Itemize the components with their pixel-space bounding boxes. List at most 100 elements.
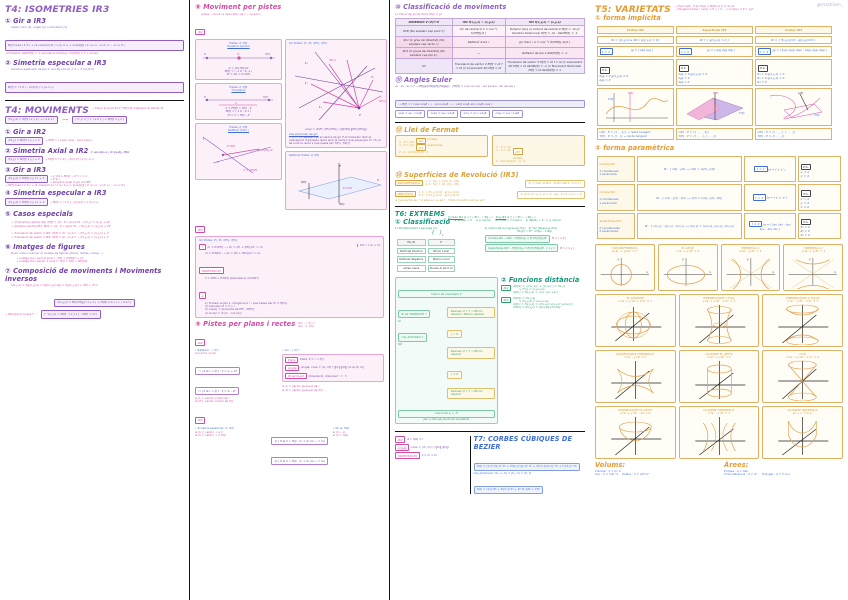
b7-t2: IR3 : π, f(π) [298, 325, 315, 329]
q3-name-0: PARABOLOIDE EL·LÍPTIC [618, 408, 653, 413]
plot-hyp2: xy [788, 257, 838, 290]
volums-title: Volums: [595, 461, 626, 470]
svg-text:f(P₂): f(P₂) [379, 99, 386, 103]
implicit-table: Corbes IR2 Superfícies IR3 Corbes IR3 W … [595, 24, 834, 141]
gir-r3-pistes-box: Gir Pistes: P₁, P₂, f(P₁), f(P₂) r n⃗₁ =… [195, 236, 384, 318]
pistes-simetria-central-box: Pistes: P, f(P) Simetria central P Q f(P… [195, 38, 282, 80]
title-moviments: T4: MOVIMENTS [5, 104, 89, 116]
parametric-table: Corbes IR2 1 coordenada 1 paràmetre W : … [595, 154, 843, 241]
bezier-eq: B(t) = (1-t)³/(1-t)³ P₀ + 3t(1-t)²/(1-t)… [473, 462, 581, 471]
b7-sym-label: • Simetria especular: π, f(π) [195, 426, 235, 430]
mt-2-1: Proves el punt 3) [427, 265, 455, 272]
conic-name-3: HIPÈRBOLA 2 [803, 246, 823, 251]
par-dim-2: t = 2 [749, 220, 763, 228]
section-llei-fermat: ⑫ Llei de Fermat [395, 125, 459, 134]
b7-g1: ⊛ v⃗₁ ⊥ Δ [332, 431, 345, 435]
q3-name-1: CILINDRE HIPERBÒLIC [703, 408, 735, 413]
fermat-l-eq3: v⃗ · u⃗ - 2⟨u⃗,v⃗⟩/⟨v⃗,v⃗⟩ · v⃗ [399, 150, 429, 154]
t6-classificacio: ① Classificació [395, 218, 451, 227]
b1-l3: v⃗f = 2Q = P+f(P) [226, 73, 251, 77]
fermat-r-eq1: r₁ : P = ⟨u⃗⟩ [496, 145, 511, 149]
divider-4 [395, 431, 585, 433]
gir-r3b-n2: → P ∈ r [49, 178, 60, 182]
moviment-invers-formula: f⁻¹(x,y,z) = M[f]⁻¹( x y z ) - M[f]⁻¹( v… [40, 310, 101, 319]
euler-matrix: → M[f] = ( cosα·cosβ • • ; sinα·cosβ • •… [395, 100, 585, 109]
simetria-axial-label: ② Simetria Axial a IR2 [5, 147, 89, 156]
section-moviment-per-pistes: ⑧ Moviment per pistes [195, 3, 282, 11]
moviments-formula-left: f(x,y,z) = M[f]·( x y z ) + ( a b c ) [5, 115, 58, 125]
t6-tag2: Sup IR3 [495, 215, 507, 219]
b6-step-3: 3) cos(α) = producte de PP₁⃗ , Pf(P₁)⃗ [205, 308, 255, 312]
b7-reflex-label: • Reflexió : r, f(r) [195, 349, 219, 353]
svg-text:P₁: P₁ [371, 75, 375, 79]
svg-text:ℓ: ℓ [202, 137, 204, 141]
tag-r2-b: IR2 [195, 339, 206, 346]
svg-text:y: y [681, 257, 684, 261]
bottom-tag-1: IR2 [395, 436, 406, 443]
par-name-2: Superfícies IR3 [599, 219, 622, 224]
par-sub-1: 1 coordenada 1 paràmetre [599, 198, 619, 205]
conic-name-2: HIPÈRBOLA 1 [740, 246, 760, 251]
b7-pista: Pista: P = r ∩ f(r) [300, 358, 325, 362]
section-composicio: ⑦ Composició de moviments i Moviments in… [5, 267, 162, 283]
tag-parametrica: PARAMÈTRICA [395, 179, 423, 187]
imatges-sub: Quan volem calcular la imatge de figures… [11, 252, 104, 256]
lambda-symbol: ( )λ [432, 230, 444, 238]
svg-text:ℓ₂: ℓ₂ [318, 105, 322, 109]
svg-text:x: x [645, 270, 648, 274]
b6-orient: v⃗ = P₁P₂⃗ ∧ P₁f(P₁)⃗ (exemple si α≠180°… [205, 277, 259, 281]
flow-n2: Raonem P = f → Mínim absolut / Màxim abs… [447, 307, 495, 319]
flow-n1: Si és COMPACTE ? [398, 310, 431, 319]
section-gir-r3-b: ③ Gir a IR3 [5, 166, 47, 175]
divider [5, 99, 184, 101]
ps-tag-2: P.S. [757, 65, 769, 72]
section-simetria-especular-r3b: ④ Simetria especular a IR3 [5, 189, 107, 198]
flow-n7: f és ACOTADA ? [398, 333, 427, 342]
t6-c2: ⊛ g màxim [475, 219, 492, 223]
svg-text:P: P [217, 160, 219, 164]
svg-text:ℓ₃: ℓ₃ [304, 61, 308, 65]
gir-r3b-matrix: → M[f]·cosα·( 1 0 ) + (1-cosα)/⟨v⃗,v⃗⟩ (… [5, 184, 126, 188]
plot-hyp1: xy [726, 257, 775, 290]
gir-r2-matrix: → M[f] = ( cosα -sinα ; sinα cosα ) [45, 139, 93, 143]
q2-eq-1: x²/a² + y²/b² = 1 [707, 356, 731, 360]
b7-pi1: π₁ | P ∈ π ∩ f(π) ; n⃗₁ = n⃗₂ (si ⊥ = π₁… [271, 437, 329, 446]
tag-implicita: IMPLÍCITA [395, 190, 416, 198]
b7-gir3-label: • Gir Δ, f(Δ) [332, 426, 350, 430]
b7-sn2: ⊛ n⃗₂ = vector ⊥ a f(π) [195, 434, 226, 438]
revol-note: ⊛ Cas particular: "si està en un eix" , … [395, 199, 486, 202]
divider-3 [395, 206, 585, 208]
cell-3-1: Translació de vector v⃗ M[f] = Id f = Id… [451, 58, 506, 75]
fermat-tag-r2: IR2 [415, 137, 427, 145]
tag-orientacio-b: Orientació [285, 372, 307, 380]
section-classificacio-moviments: ⑩ Classificació de moviments [395, 3, 507, 11]
section-gir-r3: ① Gir a IR3 [5, 17, 47, 26]
dist-a3: d(P,r) = f(x,y,z) = √(x₀²+y₀²+z₀²) [513, 290, 559, 294]
cas-especial-1: → ⓪ Simetria central IR2: M[f] = -Id ; P… [11, 220, 110, 224]
plot-cylell [695, 361, 746, 400]
revol-i2: ② C: { f(x,y,z)=0 ; g(x,y,z)=0 [418, 194, 460, 197]
svg-text:T(P): T(P) [814, 113, 820, 117]
q1-eq-0: x²/a² + y²/b² + z²/c² = 1 [618, 300, 653, 304]
quadrics-row-3: PARABOLOIDE EL·LÍPTIC x²/a² + y²/b² - z/… [595, 406, 844, 460]
flow-n3: ∫ ⊂ K [447, 330, 462, 339]
dist-b4: d(P,π) = f(x,y,z) = (Ax+By+Cz+D)² [513, 306, 562, 310]
q1-name-1: HIPERBOLOIDE 1 FULL [703, 296, 735, 301]
pistes-reflexio-box: Pistes: P, f(P) Reflexió d'eix r ℓ P·f(P… [195, 122, 282, 181]
svg-text:f(P): f(P) [301, 180, 307, 184]
table-row: P.S. ∂xg = 0 g(x,y,z) = 0 ∂yg = 0 P.S. ∂… [597, 59, 832, 86]
gir-r2-formula: f(x,y) = M[f]( x y ) + v⃗ [5, 136, 44, 146]
flow-n5: ∫ ⊄ K [447, 370, 462, 379]
conic-name-0: CIRCUMFERÈNCIA [612, 246, 638, 251]
pistes-sub: pistes → dóna'ns descriptiu de f → igual… [201, 13, 261, 17]
par-sub-0: 1 coordenada 1 paràmetre [599, 170, 619, 177]
q3-eq-2: ax + c² = b y² [792, 412, 813, 416]
bottom-l1: Δ ∩ f(Δ) = r [407, 437, 424, 441]
pistes-gir-box: Gir Pistes: P₁, P₂, f(P₁), f(P₂) P [284, 38, 387, 149]
table-row: Corbes IR3 1 coordenada 1 paràmetre W : … [597, 184, 841, 211]
ps-tag-1: P.S. [678, 65, 690, 72]
fermat-tag-r3b: IR3 [512, 148, 524, 155]
